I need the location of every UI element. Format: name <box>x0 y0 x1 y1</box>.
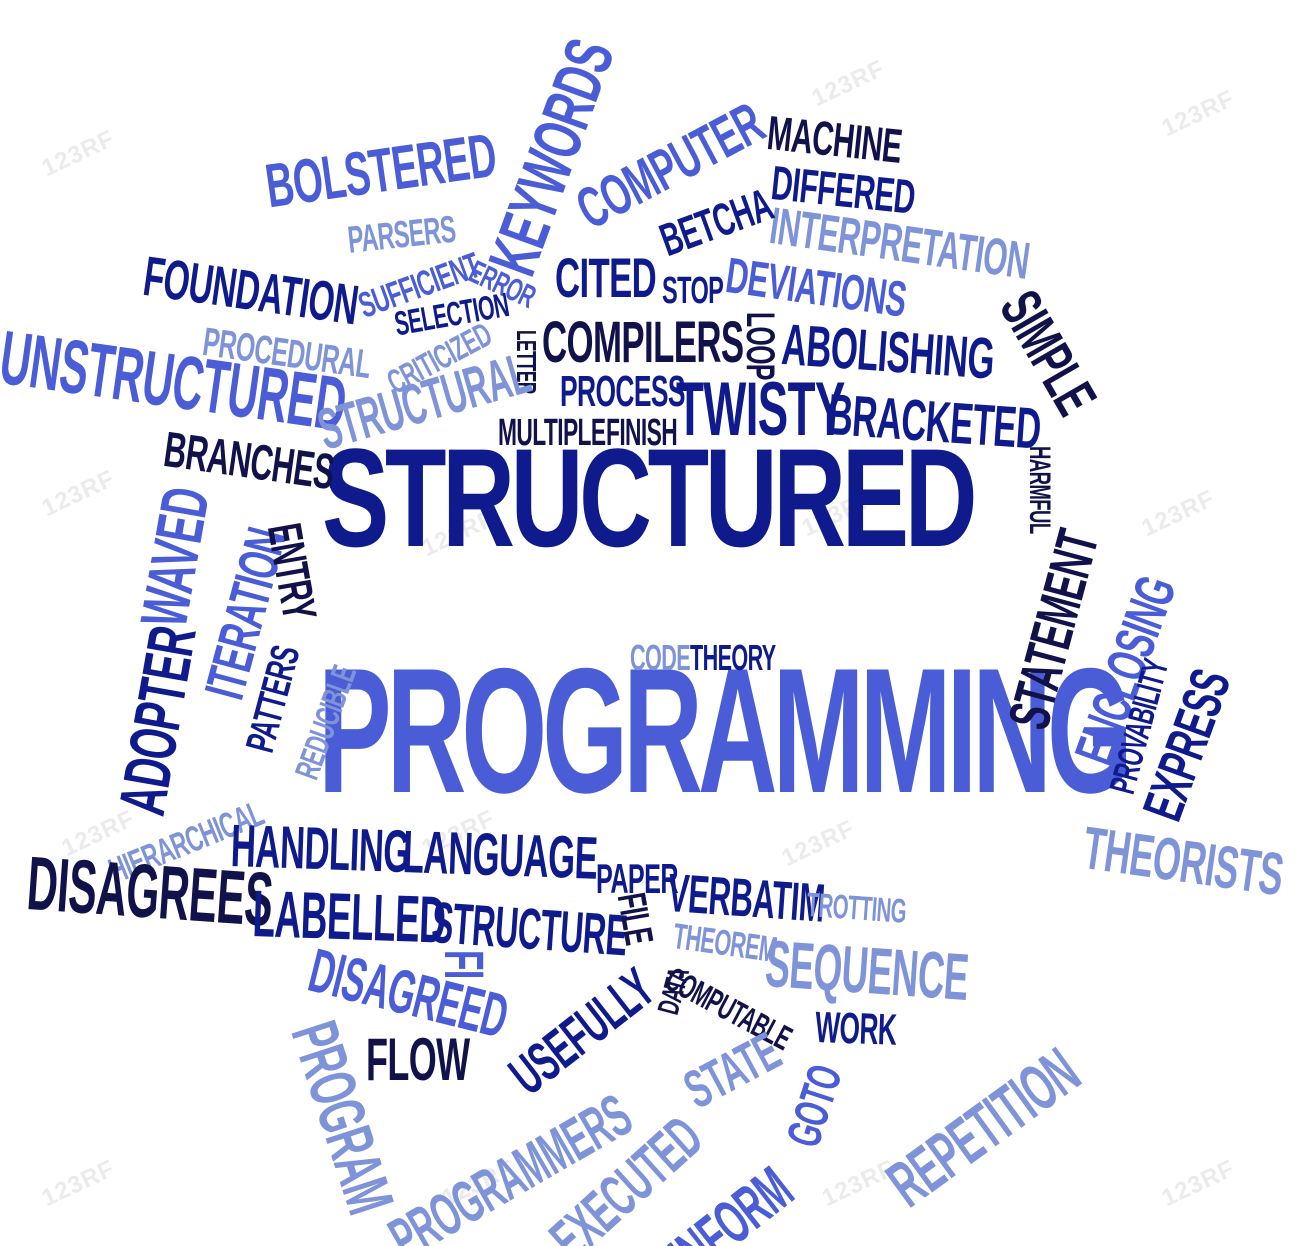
word-bracketed: BRACKETED <box>825 382 1043 462</box>
word-cited: CITED <box>555 246 657 309</box>
word-theorists: THEORISTS <box>1079 814 1288 909</box>
word-process: PROCESS <box>560 367 686 416</box>
watermark: 123RF <box>1157 1155 1239 1213</box>
word-usefully: USEFULLY <box>497 955 666 1107</box>
watermark: 123RF <box>807 55 889 113</box>
word-flow: FLOW <box>366 1026 470 1093</box>
word-programming: PROGRAMMING <box>318 631 1133 830</box>
word-multiple: MULTIPLE <box>498 412 606 454</box>
watermark: 123RF <box>37 1155 119 1213</box>
watermark: 123RF <box>37 465 119 523</box>
watermark: 123RF <box>1137 485 1219 543</box>
word-parsers: PARSERS <box>345 208 458 262</box>
word-waved: WAVED <box>126 482 224 633</box>
word-bolstered: BOLSTERED <box>261 120 501 222</box>
word-work: WORK <box>814 1003 898 1055</box>
word-stop: STOP <box>662 270 724 312</box>
watermark: 123RF <box>1157 85 1239 143</box>
word-file: FILE <box>608 889 661 948</box>
word-harmful: HARMFUL <box>1023 446 1056 534</box>
word-labelled: LABELLED <box>251 876 447 957</box>
word-fi: FI <box>433 950 496 979</box>
word-foundation: FOUNDATION <box>139 244 362 337</box>
word-goto: GOTO <box>777 1059 853 1154</box>
word-theory: THEORY <box>690 637 776 678</box>
word-repetition: REPETITION <box>873 1033 1093 1221</box>
word-twisty: TWISTY <box>676 367 845 452</box>
word-structured: STRUCTURED <box>322 419 978 576</box>
word-trotting: TROTTING <box>805 886 908 931</box>
word-finish: FINISH <box>606 412 678 454</box>
word-compilers: COMPILERS <box>542 310 744 375</box>
word-language: LANGUAGE <box>401 818 599 892</box>
word-disagrees: DISAGREES <box>24 841 276 943</box>
word-code: CODE <box>630 637 691 678</box>
word-paper: PAPER <box>596 855 679 902</box>
word-adopter: ADOPTER <box>104 620 210 821</box>
watermark: 123RF <box>37 125 119 183</box>
word-sequence: SEQUENCE <box>763 926 971 1014</box>
